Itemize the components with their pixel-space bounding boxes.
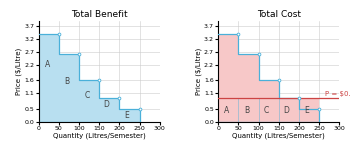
Text: B: B [64, 77, 69, 86]
Y-axis label: Price ($/Litre): Price ($/Litre) [195, 47, 202, 95]
Text: E: E [124, 111, 129, 120]
Text: A: A [224, 106, 230, 115]
Title: Total Benefit: Total Benefit [71, 10, 127, 19]
Text: C: C [84, 91, 90, 100]
X-axis label: Quantity (Litres/Semester): Quantity (Litres/Semester) [53, 133, 146, 139]
Y-axis label: Price ($/Litre): Price ($/Litre) [16, 47, 22, 95]
X-axis label: Quantity (Litres/Semester): Quantity (Litres/Semester) [232, 133, 325, 139]
Text: E: E [304, 106, 309, 115]
Text: B: B [244, 106, 249, 115]
Text: C: C [264, 106, 269, 115]
Text: D: D [104, 100, 110, 109]
Text: A: A [45, 60, 50, 69]
Text: D: D [283, 106, 289, 115]
Title: Total Cost: Total Cost [257, 10, 301, 19]
Text: P = $0.9: P = $0.9 [324, 91, 350, 97]
